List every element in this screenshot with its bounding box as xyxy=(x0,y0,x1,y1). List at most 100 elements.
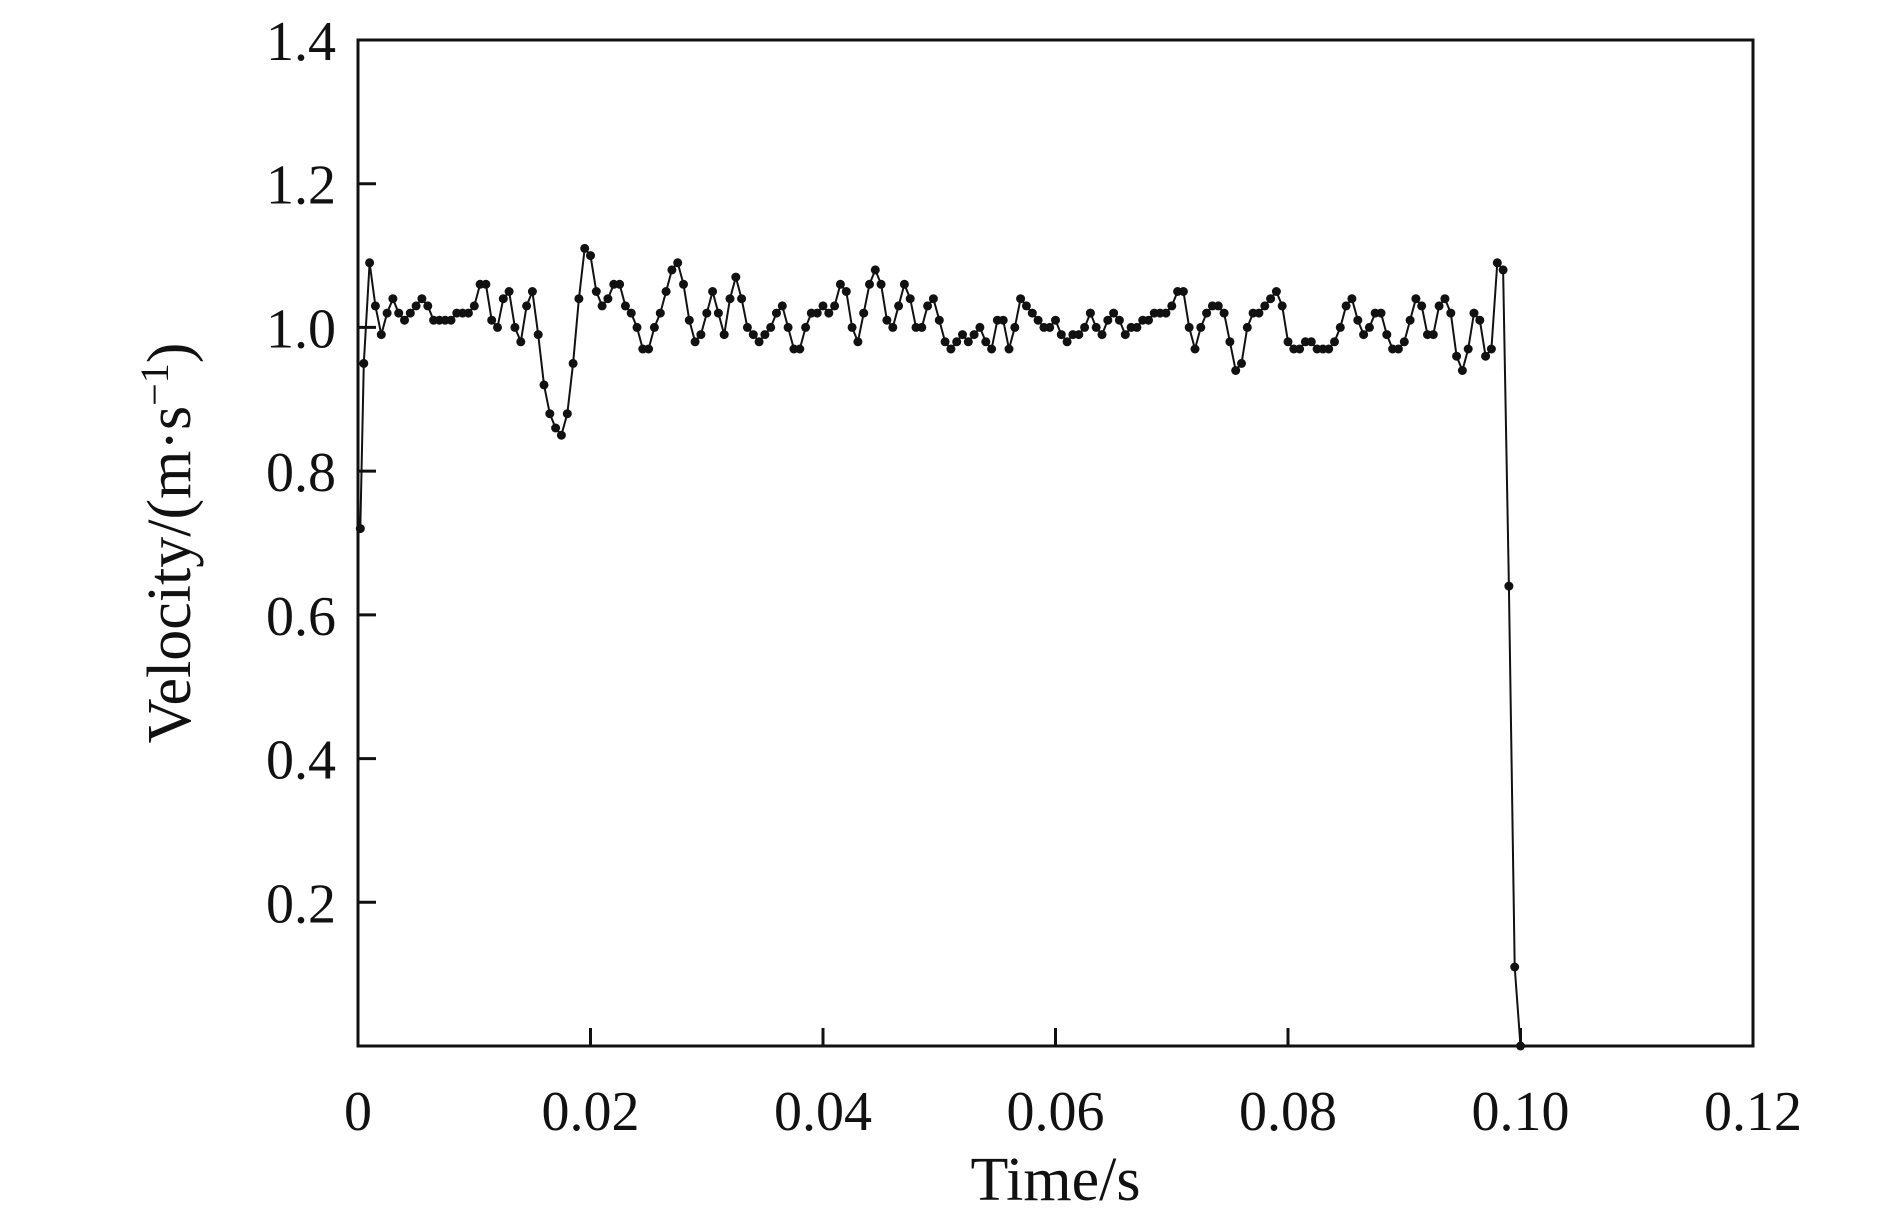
data-point xyxy=(1213,301,1223,311)
data-point xyxy=(894,301,904,311)
data-point xyxy=(359,358,369,368)
data-point xyxy=(1446,308,1456,318)
data-point xyxy=(679,279,688,289)
y-tick-label: 0.4 xyxy=(266,730,336,792)
data-point xyxy=(1335,322,1345,332)
data-point xyxy=(1219,308,1229,318)
data-point xyxy=(1033,315,1043,325)
data-point xyxy=(1306,337,1316,347)
data-point xyxy=(1016,294,1026,304)
data-point xyxy=(400,315,409,325)
data-point xyxy=(1440,294,1450,304)
data-point xyxy=(958,330,967,340)
data-point xyxy=(1190,344,1200,354)
data-point xyxy=(824,308,834,318)
data-point xyxy=(946,344,956,354)
data-point xyxy=(917,322,927,332)
data-point xyxy=(777,301,787,311)
data-point xyxy=(626,308,636,318)
data-point xyxy=(841,287,851,296)
y-axis-title-superscript: −1 xyxy=(132,363,177,406)
data-point xyxy=(370,301,380,311)
data-point xyxy=(1295,344,1305,354)
series-layer xyxy=(355,243,1525,1051)
data-point xyxy=(899,279,909,289)
data-point xyxy=(1242,322,1252,332)
data-point xyxy=(649,322,659,332)
data-point xyxy=(1132,322,1142,332)
data-point xyxy=(1277,301,1287,311)
data-point xyxy=(504,287,514,296)
x-tick-label: 0.02 xyxy=(542,1081,640,1143)
data-point xyxy=(1231,366,1241,375)
data-point xyxy=(1225,337,1235,347)
data-point xyxy=(934,315,944,325)
data-point xyxy=(533,330,543,340)
data-point xyxy=(719,330,729,340)
data-point xyxy=(539,380,549,390)
data-point xyxy=(725,294,735,304)
y-tick-label: 1.4 xyxy=(266,11,336,73)
data-point xyxy=(597,301,607,311)
data-point xyxy=(1167,301,1177,311)
data-point xyxy=(562,409,572,419)
data-point xyxy=(463,308,473,318)
data-point xyxy=(446,315,456,325)
data-point xyxy=(632,322,642,332)
data-point xyxy=(801,322,811,332)
y-tick-label: 0.6 xyxy=(266,586,336,648)
data-point xyxy=(1434,301,1444,311)
data-point xyxy=(1266,294,1276,304)
data-point xyxy=(644,344,654,354)
data-point xyxy=(469,301,479,311)
data-point xyxy=(847,322,857,332)
data-point xyxy=(1504,581,1514,591)
x-tick-label: 0.10 xyxy=(1472,1081,1570,1143)
data-point xyxy=(766,322,776,332)
data-point xyxy=(1109,308,1119,318)
y-axis-title-main: Velocity/(m·s xyxy=(136,406,204,744)
data-point xyxy=(620,301,630,311)
data-point xyxy=(923,301,933,311)
y-tick-label: 0.2 xyxy=(266,873,336,935)
data-point xyxy=(737,294,747,304)
data-point xyxy=(1428,330,1438,340)
x-axis-ticks: 0 0.02 0.04 0.06 0.08 0.10 0.12 xyxy=(344,1028,1802,1143)
data-point xyxy=(928,294,938,304)
data-point xyxy=(1283,337,1293,347)
data-point xyxy=(882,315,892,325)
data-point xyxy=(1085,308,1095,318)
data-point xyxy=(783,322,793,332)
data-point xyxy=(1161,308,1171,318)
data-point xyxy=(568,358,578,368)
data-point xyxy=(388,294,398,304)
data-point xyxy=(545,409,555,419)
data-point xyxy=(1452,351,1462,361)
data-point xyxy=(865,279,874,289)
data-point xyxy=(1364,322,1374,332)
data-point xyxy=(574,294,584,304)
data-point xyxy=(376,330,386,340)
x-tick-label: 0.06 xyxy=(1007,1081,1105,1143)
data-point xyxy=(580,243,590,253)
data-point xyxy=(551,423,561,433)
y-axis-title-close: ) xyxy=(136,343,204,364)
data-point xyxy=(905,294,915,304)
data-point xyxy=(1051,315,1060,325)
data-point xyxy=(876,279,886,289)
data-point xyxy=(1202,308,1212,318)
x-tick-label: 0.12 xyxy=(1704,1081,1802,1143)
data-point xyxy=(952,337,962,347)
data-point xyxy=(1097,330,1107,340)
data-point xyxy=(411,301,421,311)
data-point xyxy=(702,308,712,318)
data-point xyxy=(1114,315,1124,325)
data-point xyxy=(1062,337,1072,347)
data-point xyxy=(1376,308,1386,318)
data-point xyxy=(684,315,694,325)
data-point xyxy=(772,308,781,318)
data-point xyxy=(1382,330,1392,340)
data-point xyxy=(975,322,985,332)
data-point xyxy=(1510,962,1520,972)
data-point xyxy=(870,265,880,275)
